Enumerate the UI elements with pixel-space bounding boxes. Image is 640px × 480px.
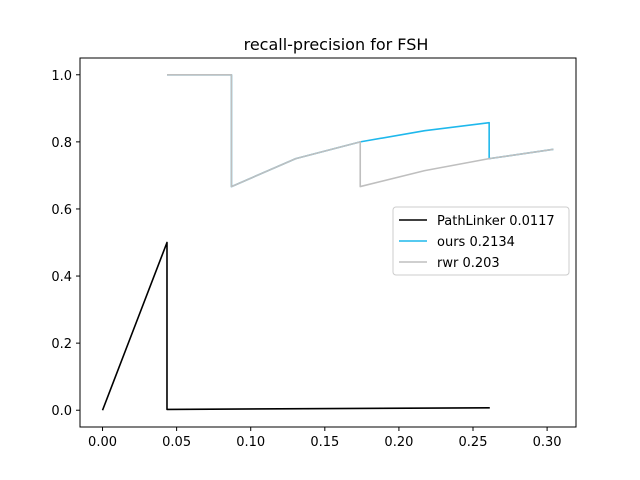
- x-axis: 0.00 0.05 0.10 0.15 0.20 0.25 0.30: [88, 427, 562, 450]
- x-tick-label: 0.15: [310, 435, 339, 450]
- y-tick-label: 0.0: [51, 404, 72, 419]
- x-tick-label: 0.10: [236, 435, 265, 450]
- x-tick-label: 0.05: [162, 435, 191, 450]
- y-tick-label: 0.4: [51, 270, 72, 285]
- x-tick-label: 0.00: [88, 435, 117, 450]
- legend-label-2: rwr 0.203: [437, 256, 500, 271]
- x-tick-label: 0.30: [533, 435, 562, 450]
- x-tick-label: 0.20: [384, 435, 413, 450]
- y-tick-label: 0.2: [51, 337, 72, 352]
- y-tick-label: 0.6: [51, 203, 72, 218]
- y-tick-label: 1.0: [51, 69, 72, 84]
- legend-box: [392, 206, 570, 276]
- legend-label-1: ours 0.2134: [437, 235, 515, 250]
- chart-title: recall-precision for FSH: [244, 35, 429, 54]
- legend-label-0: PathLinker 0.0117: [437, 214, 555, 229]
- y-axis: 0.0 0.2 0.4 0.6 0.8 1.0: [51, 69, 80, 419]
- y-tick-label: 0.8: [51, 136, 72, 151]
- series-line-2: [166, 73, 554, 188]
- series-layer: [101, 73, 554, 411]
- legend: PathLinker 0.0117 ours 0.2134 rwr 0.203: [392, 206, 570, 276]
- series-line-0: [101, 241, 490, 411]
- x-tick-label: 0.25: [459, 435, 488, 450]
- plot-frame: [79, 57, 577, 428]
